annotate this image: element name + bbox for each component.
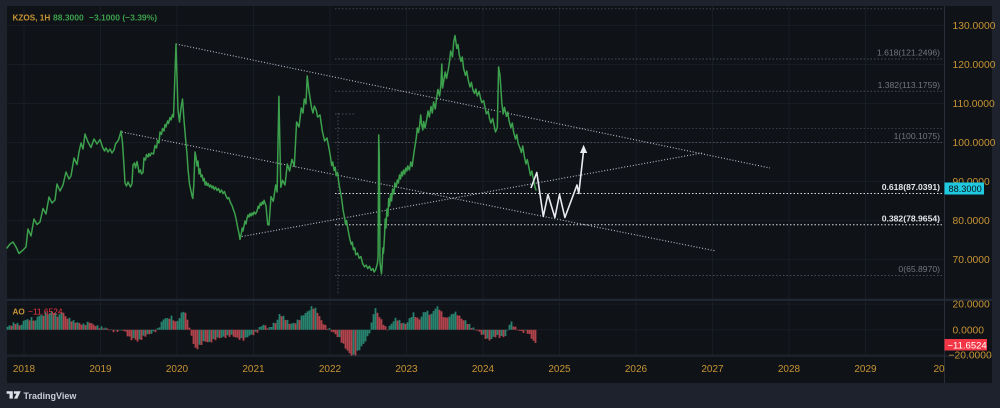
- svg-text:20.0000: 20.0000: [953, 300, 990, 311]
- svg-text:2025: 2025: [548, 364, 571, 375]
- svg-text:2026: 2026: [625, 364, 648, 375]
- svg-text:0.382(78.9654): 0.382(78.9654): [882, 213, 940, 223]
- svg-text:2020: 2020: [166, 364, 189, 375]
- svg-text:AO−11.6524: AO −11.6524: [13, 307, 63, 317]
- svg-text:70.0000: 70.0000: [953, 255, 990, 266]
- svg-text:100.0000: 100.0000: [953, 138, 996, 149]
- svg-text:2022: 2022: [319, 364, 342, 375]
- svg-text:TradingView: TradingView: [24, 391, 78, 401]
- svg-text:1.618(121.2496): 1.618(121.2496): [877, 48, 940, 58]
- svg-text:80.0000: 80.0000: [953, 216, 990, 227]
- svg-text:120.0000: 120.0000: [953, 60, 996, 71]
- svg-text:2028: 2028: [778, 364, 801, 375]
- svg-text:1(100.1075): 1(100.1075): [894, 131, 940, 141]
- svg-text:0(65.8970): 0(65.8970): [898, 264, 940, 274]
- svg-text:0.0000: 0.0000: [953, 325, 985, 336]
- svg-text:2023: 2023: [395, 364, 418, 375]
- svg-text:2027: 2027: [701, 364, 724, 375]
- svg-text:0.618(87.0391): 0.618(87.0391): [882, 182, 940, 192]
- svg-text:88.3000: 88.3000: [949, 184, 982, 194]
- svg-text:2029: 2029: [854, 364, 877, 375]
- svg-text:20: 20: [934, 364, 946, 375]
- svg-text:−20.0000: −20.0000: [949, 350, 993, 361]
- svg-text:−11.6524: −11.6524: [948, 340, 987, 351]
- svg-text:110.0000: 110.0000: [953, 99, 995, 110]
- svg-text:2024: 2024: [472, 364, 495, 375]
- svg-text:130.0000: 130.0000: [953, 21, 996, 32]
- svg-text:1.382(113.1759): 1.382(113.1759): [878, 80, 941, 90]
- svg-text:2018: 2018: [13, 364, 36, 375]
- svg-text:2021: 2021: [242, 364, 265, 375]
- svg-text:2019: 2019: [89, 364, 112, 375]
